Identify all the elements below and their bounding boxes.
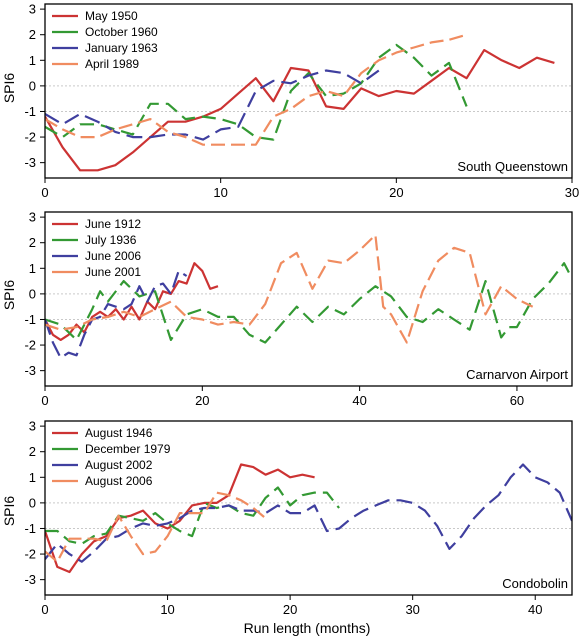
- series-line: [45, 33, 467, 146]
- legend: May 1950 October 1960 January 1963 April 19…: [52, 9, 158, 71]
- y-tick-label: -3: [24, 155, 36, 170]
- legend-label: April 1989: [85, 57, 139, 71]
- y-tick-label: -2: [24, 547, 36, 562]
- y-axis-title-panel-2: SPI6: [1, 280, 17, 311]
- series-line: [45, 49, 555, 172]
- y-tick-label: 0: [29, 495, 36, 510]
- legend: June 1912 July 1936 June 2006 June 2001: [52, 217, 141, 279]
- plot-frame: [44, 420, 573, 596]
- legend-label: June 2001: [85, 265, 141, 279]
- legend-label: June 2006: [85, 249, 141, 263]
- y-tick-label: -1: [24, 521, 36, 536]
- legend: August 1946 December 1979 August 2002 Augus…: [52, 426, 171, 488]
- legend-label: August 1946: [85, 426, 153, 440]
- y-axis-title-panel-3: SPI6: [1, 496, 17, 527]
- x-tick-label: 20: [389, 185, 403, 200]
- y-tick-label: 0: [29, 78, 36, 93]
- station-label: Carnarvon Airport: [466, 367, 568, 382]
- x-tick-label: 0: [41, 393, 48, 408]
- x-tick-label: 20: [283, 602, 297, 617]
- legend-label: July 1936: [85, 233, 137, 247]
- y-tick-label: -1: [24, 104, 36, 119]
- y-tick-label: -3: [24, 363, 36, 378]
- y-tick-label: 3: [29, 419, 36, 434]
- y-tick-label: 2: [29, 235, 36, 250]
- series-line: [45, 43, 468, 141]
- x-tick-label: 20: [195, 393, 209, 408]
- legend-label: June 1912: [85, 217, 141, 231]
- y-axis-title-panel-1: SPI6: [1, 73, 17, 104]
- legend-label: August 2006: [85, 474, 153, 488]
- x-tick-label: 10: [213, 185, 227, 200]
- x-tick-label: 30: [405, 602, 419, 617]
- series-line: [45, 463, 572, 563]
- plot-frame: [44, 3, 573, 179]
- legend-label: December 1979: [85, 442, 171, 456]
- y-tick-label: -2: [24, 338, 36, 353]
- series-line: [45, 233, 534, 344]
- x-axis-title: Run length (months): [244, 620, 371, 636]
- series-line: [45, 491, 267, 563]
- x-tick-label: 0: [41, 185, 48, 200]
- y-tick-label: 3: [29, 210, 36, 225]
- legend-label: January 1963: [85, 41, 158, 55]
- station-label: South Queenstown: [457, 159, 568, 174]
- y-tick-label: 2: [29, 444, 36, 459]
- y-tick-label: 1: [29, 261, 36, 276]
- y-tick-label: 1: [29, 470, 36, 485]
- series-line: [45, 262, 572, 344]
- plot-area: [45, 4, 572, 178]
- y-tick-label: -3: [24, 572, 36, 587]
- legend-label: August 2002: [85, 458, 153, 472]
- station-label: Condobolin: [502, 576, 568, 591]
- x-tick-label: 60: [510, 393, 524, 408]
- y-tick-label: -2: [24, 130, 36, 145]
- y-tick-label: 2: [29, 27, 36, 42]
- legend-label: May 1950: [85, 9, 138, 23]
- x-tick-label: 40: [352, 393, 366, 408]
- x-tick-label: 30: [565, 185, 579, 200]
- x-tick-label: 10: [160, 602, 174, 617]
- legend-label: October 1960: [85, 25, 158, 39]
- series-line: [45, 269, 188, 359]
- x-tick-label: 40: [528, 602, 542, 617]
- y-tick-label: 3: [29, 2, 36, 17]
- y-tick-label: -1: [24, 312, 36, 327]
- y-tick-label: 0: [29, 286, 36, 301]
- x-tick-label: 0: [41, 602, 48, 617]
- series-line: [45, 486, 340, 545]
- plot-frame: [44, 211, 573, 387]
- series-line: [45, 463, 315, 574]
- y-tick-label: 1: [29, 53, 36, 68]
